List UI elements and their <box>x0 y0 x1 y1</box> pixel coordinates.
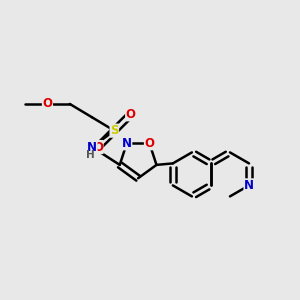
Text: O: O <box>43 98 52 110</box>
Text: O: O <box>93 140 103 154</box>
Text: O: O <box>126 108 136 121</box>
Text: O: O <box>145 137 154 150</box>
Text: H: H <box>86 150 95 161</box>
Text: N: N <box>122 137 132 150</box>
Text: N: N <box>87 140 97 154</box>
Text: S: S <box>110 124 118 137</box>
Text: N: N <box>244 179 254 192</box>
